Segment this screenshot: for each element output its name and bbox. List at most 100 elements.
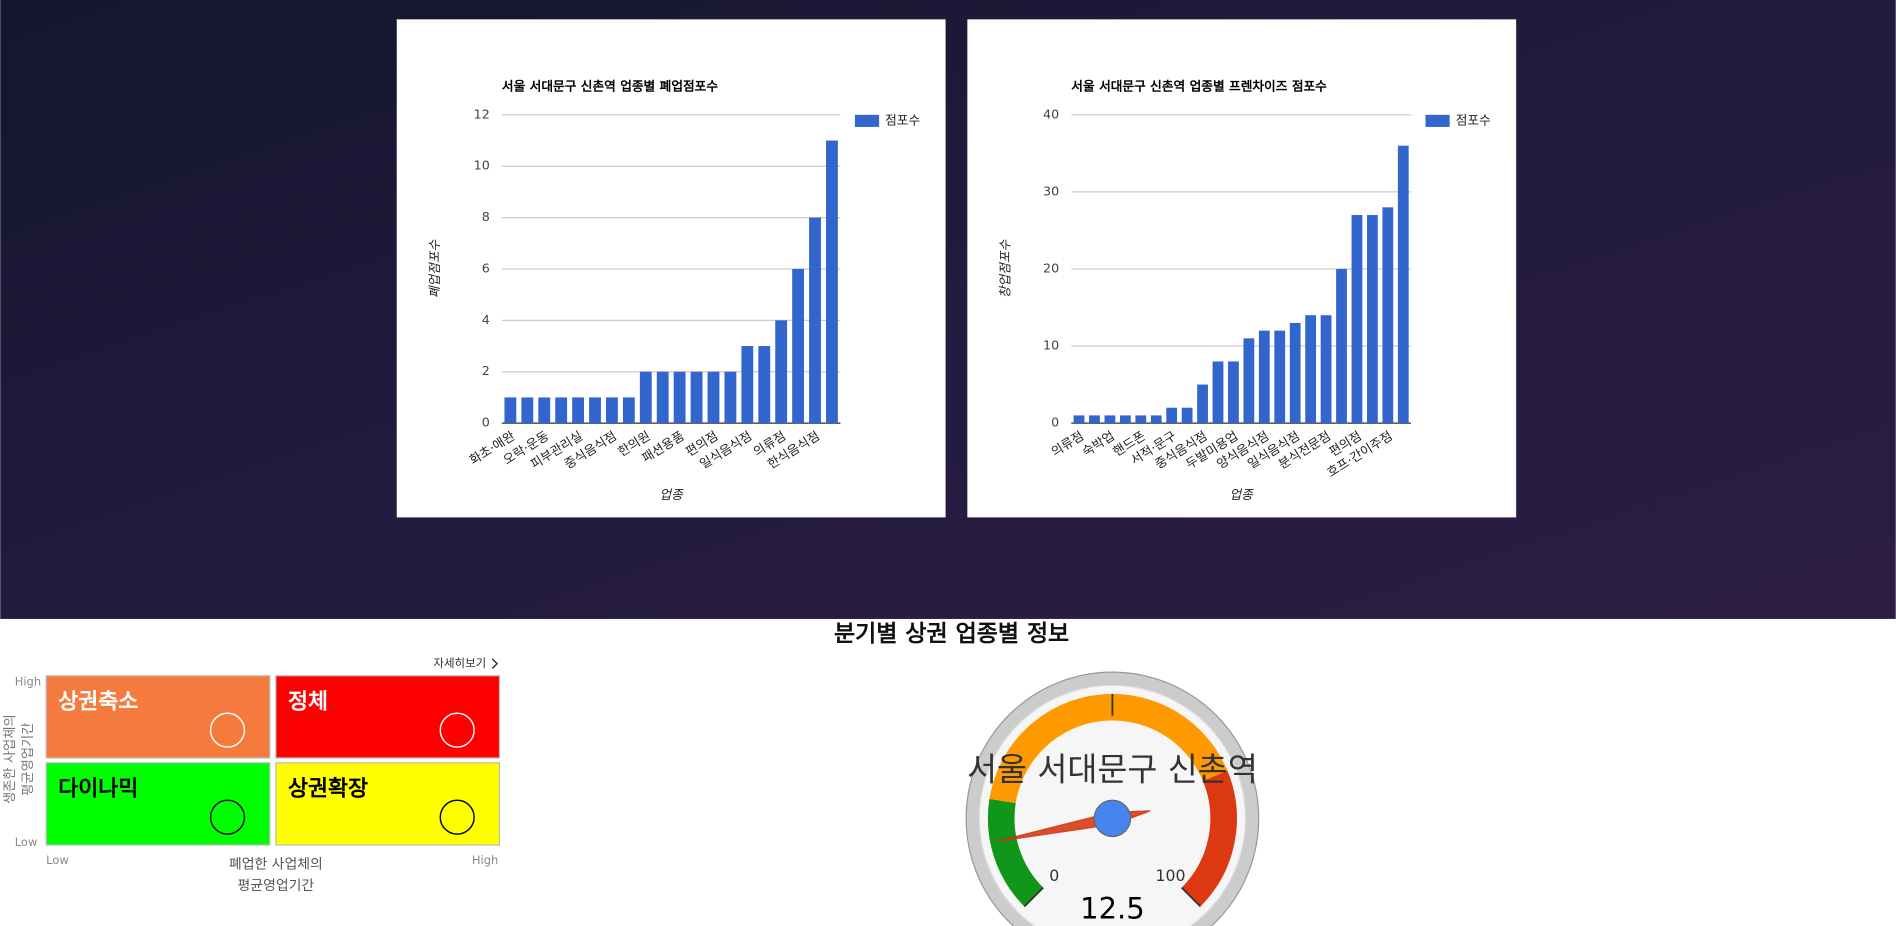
bar [1289,322,1301,424]
quadrant-cell [45,762,271,846]
gauge-tick [1023,887,1044,908]
bar [639,371,652,424]
bar [1351,215,1363,424]
bar [1258,330,1270,424]
bar [1166,407,1178,424]
quadrant-cell [275,762,501,846]
bar [758,346,771,424]
bar [1073,415,1085,424]
bar [1320,315,1332,424]
gauge-value: 12.5 [1080,891,1145,925]
bar [555,397,568,424]
bar [1382,207,1394,424]
bar [1212,361,1224,424]
bar [1305,315,1317,424]
y-low: Low [15,835,38,849]
gauge-tick [1181,887,1202,908]
y-tick-label: 30 [1043,183,1059,198]
quadrant-label: 상권축소 [58,689,138,714]
bar [826,140,838,424]
chevron [491,658,499,670]
y-tick-label: 6 [482,260,490,275]
bar [1228,361,1239,424]
legend-label: 점포수 [1456,112,1491,127]
y-tick-label: 4 [482,312,490,327]
quadrant-label: 다이나믹 [58,776,138,801]
quadrant-label: 상권확장 [288,776,368,801]
x-high: High [472,853,498,867]
y-tick-label: 0 [1051,415,1059,430]
x-axis-label: 폐업한 사업체의 [229,856,323,872]
bar [521,397,534,424]
y-axis-label: 평균영업기간 [20,723,36,796]
quadrant-icon [439,712,475,748]
bar [504,397,517,424]
y-high: High [15,674,41,688]
gauge-tick-label: 0 [1049,866,1059,885]
gauge-band [987,798,1044,907]
quadrant-label: 정체 [288,689,328,714]
quadrant-cell [45,675,271,759]
y-tick-label: 8 [482,209,490,224]
gauge-tick-label: 100 [1156,866,1186,885]
y-axis-label: 생존한 사업체의 [2,714,18,804]
bar [1397,145,1409,424]
bar [606,397,618,424]
x-axis-label: 업종 [1229,487,1254,502]
legend-label: 점포수 [885,112,920,127]
bar [589,397,601,424]
bar [1366,215,1378,424]
x-axis-label: 업종 [659,487,684,502]
x-low: Low [46,853,69,867]
y-tick-label: 2 [482,363,490,378]
bar [572,397,585,424]
y-tick-label: 10 [474,158,490,173]
bar [1119,415,1131,424]
y-tick-label: 0 [482,415,490,430]
quadrant-cell [275,675,501,759]
bar [792,268,805,424]
x-axis-label: 평균영업기간 [238,878,315,894]
y-tick-label: 40 [1043,106,1059,121]
gauge-hub [1093,799,1132,838]
section-title: 분기별 상권 업종별 정보 [834,621,1069,647]
bar [1243,338,1255,424]
gauge-band [989,693,1228,804]
legend-swatch [854,114,880,127]
bar [1197,384,1208,424]
bar [1274,330,1286,424]
legend-swatch [1425,114,1450,127]
bar [724,371,737,424]
chart-title: 서울 서대문구 신촌역 업종별 폐업점포수 [502,79,718,94]
chart-title: 서울 서대문구 신촌역 업종별 프렌차이즈 점포수 [1071,79,1327,94]
quadrant-icon [439,799,475,835]
bar [741,346,754,424]
y-tick-label: 10 [1043,338,1059,353]
bar [622,397,635,424]
bar [775,320,788,424]
gauge-label: 서울 서대문구 신촌역 [967,750,1258,788]
quadrant-icon [209,712,246,748]
bar [1104,415,1116,424]
bar [538,397,551,424]
bar [1150,415,1162,424]
detail-link[interactable]: 자세히보기 [433,656,486,670]
bar [1089,415,1100,424]
gauge-band [1181,770,1237,907]
quadrant-icon [209,799,246,835]
y-axis-label: 창업점포수 [998,238,1013,298]
bar [656,371,669,424]
bar [1336,268,1347,424]
bar [673,371,686,424]
bar [1181,407,1193,424]
bar [1135,415,1147,424]
y-tick-label: 20 [1043,260,1059,275]
bar [809,217,821,424]
bar [707,371,720,424]
y-axis-label: 폐업점포수 [427,238,442,298]
background-image [0,0,1896,619]
bar [690,371,703,424]
y-tick-label: 12 [474,106,490,121]
